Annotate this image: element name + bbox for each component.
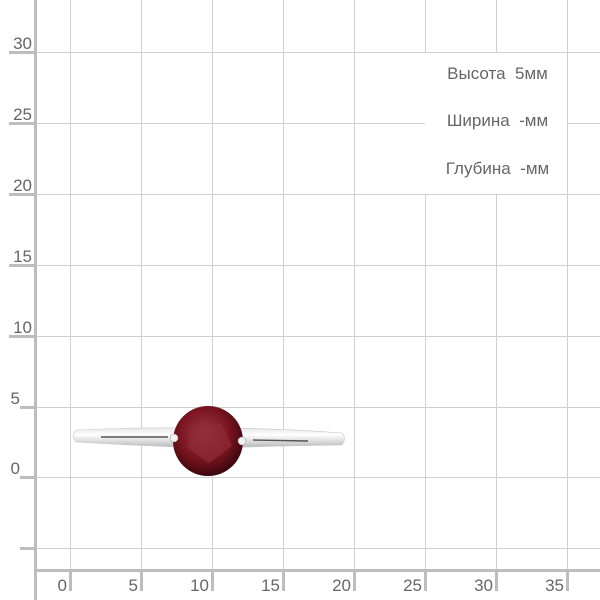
- depth-dimension: Глубина -мм: [445, 159, 550, 178]
- x-label: 20: [332, 576, 351, 595]
- y-tick: [9, 335, 35, 338]
- x-label: 10: [190, 576, 209, 595]
- grid-line-horizontal: [36, 123, 600, 124]
- prong: [237, 436, 247, 446]
- grid-line-horizontal: [36, 407, 600, 408]
- grid-line-horizontal: [36, 52, 600, 53]
- x-label: 0: [57, 576, 67, 595]
- y-tick: [20, 406, 35, 409]
- y-axis: [34, 0, 37, 600]
- grid-line-vertical: [141, 0, 142, 570]
- x-label: 15: [261, 576, 280, 595]
- y-label: 15: [13, 247, 32, 266]
- grid-line-vertical: [354, 0, 355, 570]
- grid-line-vertical: [567, 0, 568, 570]
- y-label: 10: [13, 318, 32, 337]
- x-label: 30: [474, 576, 493, 595]
- grid-line-horizontal: [36, 548, 600, 549]
- grid-line-horizontal: [36, 477, 600, 478]
- y-tick: [9, 51, 35, 54]
- grid-line-horizontal: [36, 336, 600, 337]
- dimensions-panel: Высота 5мм Ширина -мм Глубина -мм: [425, 53, 567, 194]
- grid-line-vertical: [283, 0, 284, 570]
- y-label: 30: [13, 34, 32, 53]
- y-label: 0: [10, 459, 20, 478]
- y-tick: [9, 122, 35, 125]
- x-tick: [69, 569, 72, 591]
- x-tick: [211, 569, 214, 591]
- grid-line-vertical: [212, 0, 213, 570]
- x-tick: [353, 569, 356, 591]
- y-label: 5: [10, 389, 20, 408]
- grid-line-vertical: [70, 0, 71, 570]
- y-tick: [9, 193, 35, 196]
- y-tick: [20, 547, 35, 550]
- x-axis: [34, 569, 600, 572]
- y-tick: [20, 476, 35, 479]
- y-label: 20: [13, 176, 32, 195]
- width-dimension: Ширина -мм: [446, 111, 549, 130]
- x-label: 25: [403, 576, 422, 595]
- x-tick: [495, 569, 498, 591]
- grid-line-vertical: [496, 0, 497, 570]
- y-tick: [9, 264, 35, 267]
- x-tick: [424, 569, 427, 591]
- x-tick: [566, 569, 569, 591]
- prong: [169, 433, 179, 443]
- grid-line-horizontal: [36, 194, 600, 195]
- height-dimension: Высота 5мм: [447, 64, 548, 83]
- grid-line-horizontal: [36, 265, 600, 266]
- grid-line-vertical: [425, 0, 426, 570]
- x-tick: [282, 569, 285, 591]
- x-label: 5: [128, 576, 138, 595]
- y-label: 25: [13, 105, 32, 124]
- x-label: 35: [545, 576, 564, 595]
- x-tick: [140, 569, 143, 591]
